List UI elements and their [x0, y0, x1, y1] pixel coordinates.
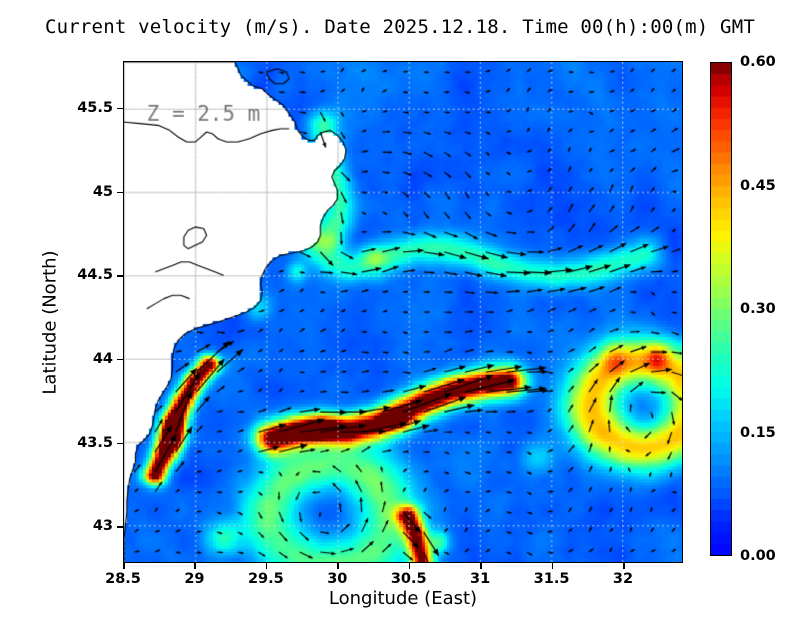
y-tick	[117, 107, 123, 110]
page-title: Current velocity (m/s). Date 2025.12.18.…	[45, 16, 755, 38]
x-tick	[123, 563, 125, 569]
y-tick-label: 43.5	[77, 434, 113, 451]
colorbar-tick-label: 0.60	[740, 54, 776, 70]
x-tick-label: 30.5	[390, 571, 427, 587]
y-tick	[117, 526, 123, 528]
x-tick	[623, 563, 625, 569]
colorbar-tick-label: 0.00	[740, 548, 776, 564]
map-plot-area[interactable]	[123, 61, 683, 563]
y-tick	[117, 191, 123, 194]
y-axis-title: Latitude (North)	[39, 250, 61, 395]
y-tick-label: 43	[92, 518, 113, 535]
x-tick	[337, 563, 339, 569]
x-tick	[194, 563, 197, 569]
y-tick-label: 44.5	[77, 267, 113, 284]
y-tick	[117, 442, 123, 445]
colorbar[interactable]	[710, 62, 732, 556]
x-tick-label: 31.5	[533, 571, 570, 587]
x-tick-label: 28.5	[105, 571, 141, 587]
x-tick-label: 31	[470, 571, 491, 587]
y-tick-label: 45	[92, 183, 113, 200]
y-tick-label: 45.5	[77, 99, 113, 116]
x-tick-label: 32	[612, 571, 634, 587]
x-tick	[480, 563, 482, 569]
y-tick-label: 44	[92, 350, 113, 367]
y-tick	[117, 275, 123, 277]
x-axis-title: Longitude (East)	[328, 588, 478, 609]
velocity-field-canvas[interactable]	[124, 62, 682, 562]
x-tick-label: 30	[327, 571, 348, 587]
x-tick-label: 29	[184, 571, 205, 587]
colorbar-gradient	[711, 63, 731, 555]
x-tick	[551, 563, 554, 569]
x-tick	[265, 563, 268, 569]
colorbar-tick-label: 0.15	[740, 424, 776, 441]
x-tick-label: 29.5	[247, 571, 284, 587]
colorbar-tick-label: 0.45	[740, 177, 776, 194]
y-tick	[117, 358, 123, 361]
x-tick	[408, 563, 411, 569]
colorbar-tick-label: 0.30	[740, 301, 776, 317]
